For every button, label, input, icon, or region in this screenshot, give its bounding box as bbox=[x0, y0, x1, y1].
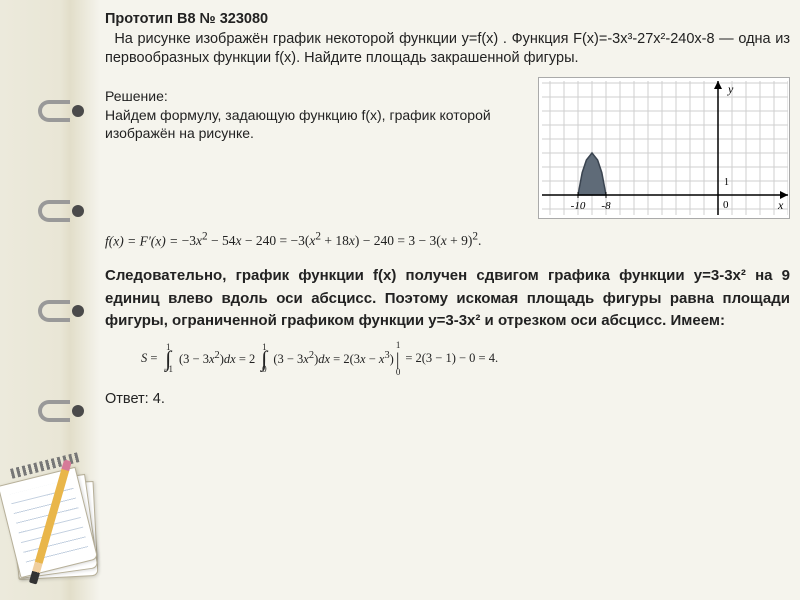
eq-body: −3x2 − 54x − 240 = −3(x2 + 18x) − 240 = … bbox=[182, 233, 482, 248]
derivative-equation: f(x) = F′(x) = −3x2 − 54x − 240 = −3(x2 … bbox=[105, 231, 790, 250]
punch-hole bbox=[72, 105, 84, 117]
solution-label: Решение: bbox=[105, 88, 168, 104]
svg-text:0: 0 bbox=[723, 199, 729, 211]
binder-ring bbox=[38, 200, 70, 222]
binder-ring bbox=[38, 400, 70, 422]
svg-text:x: x bbox=[777, 198, 784, 212]
integral-2: 1 ∫ 0 bbox=[261, 343, 267, 374]
notepad-icon bbox=[10, 465, 105, 590]
consequence-paragraph: Следовательно, график функции f(x) получ… bbox=[105, 265, 790, 333]
answer-line: Ответ: 4. bbox=[105, 391, 790, 407]
svg-text:-8: -8 bbox=[601, 200, 611, 212]
area-integral-equation: S = 1 ∫ −1 (3 − 3x2)dx = 2 1 ∫ 0 (3 − 3x… bbox=[105, 341, 790, 377]
prototype-label: Прототип B8 № 323080 bbox=[105, 11, 268, 27]
eq-prefix: f(x) = F′(x) = bbox=[105, 233, 182, 248]
eval-bar: 1 | 0 bbox=[396, 341, 401, 377]
binder-ring bbox=[38, 300, 70, 322]
function-graph: -10 -8 y x 0 1 bbox=[538, 77, 790, 219]
answer-value: 4. bbox=[153, 391, 165, 407]
integral-1: 1 ∫ −1 bbox=[163, 343, 173, 374]
punch-hole bbox=[72, 205, 84, 217]
problem-line-1: На рисунке изображён график некоторой фу… bbox=[114, 31, 507, 47]
eq-tail: = 2(3 − 1) − 0 = 4. bbox=[405, 351, 498, 366]
punch-hole bbox=[72, 405, 84, 417]
binder-ring bbox=[38, 100, 70, 122]
solution-intro: Решение: Найдем формулу, задающую функци… bbox=[105, 77, 524, 144]
solution-text: Найдем формулу, задающую функцию f(x), г… bbox=[105, 107, 491, 142]
problem-statement: Прототип B8 № 323080 На рисунке изображё… bbox=[105, 10, 790, 69]
punch-hole bbox=[72, 305, 84, 317]
answer-label: Ответ: bbox=[105, 391, 153, 407]
svg-text:y: y bbox=[727, 82, 734, 96]
page-content: Прототип B8 № 323080 На рисунке изображё… bbox=[105, 10, 790, 590]
svg-text:-10: -10 bbox=[571, 200, 586, 212]
graph-svg: -10 -8 y x 0 1 bbox=[542, 81, 788, 215]
svg-text:1: 1 bbox=[724, 177, 729, 188]
